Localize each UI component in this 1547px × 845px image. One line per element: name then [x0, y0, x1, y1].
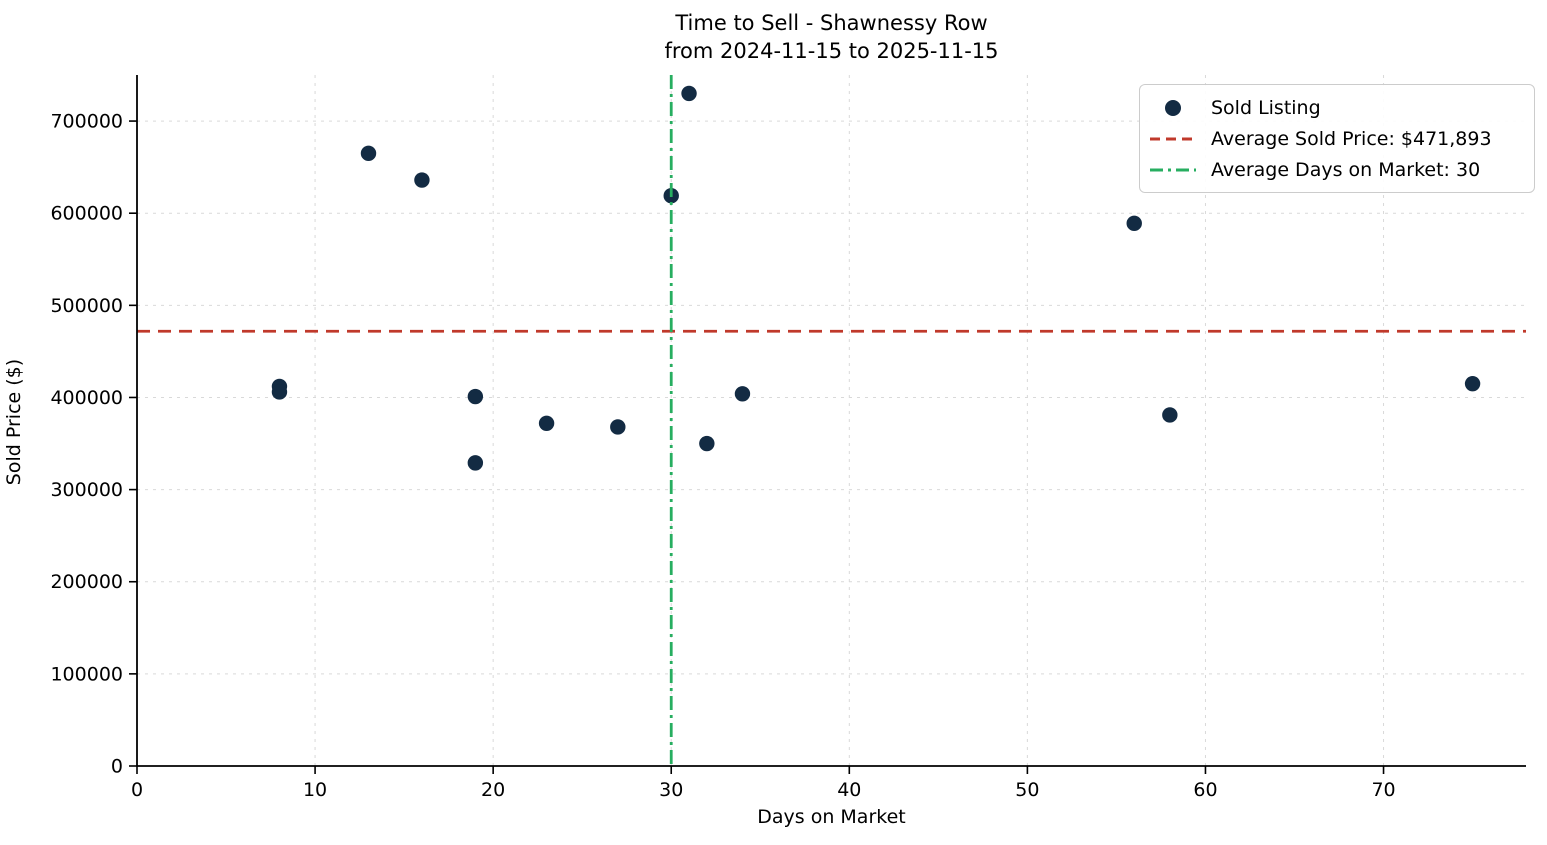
scatter-point [538, 415, 555, 431]
y-tick-label: 100000 [50, 663, 123, 685]
scatter-point [467, 388, 484, 405]
y-tick-label: 700000 [50, 111, 123, 133]
y-tick-label: 500000 [50, 295, 123, 317]
x-tick-label: 30 [659, 779, 683, 801]
dashed-line-icon [1150, 137, 1196, 140]
legend: Sold Listing Average Sold Price: $471,89… [1139, 84, 1535, 193]
scatter-point [1162, 407, 1178, 423]
scatter-point [467, 455, 484, 471]
scatter-point [1464, 375, 1481, 392]
x-tick-label: 60 [1193, 779, 1217, 801]
scatter-point [734, 386, 751, 402]
x-tick-label: 70 [1371, 779, 1395, 801]
scatter-point [610, 419, 626, 435]
scatter-point [699, 435, 715, 452]
x-tick-label: 0 [131, 779, 143, 801]
scatter-point [1126, 215, 1142, 232]
scatter-point [681, 85, 697, 102]
y-tick-label: 300000 [50, 479, 123, 501]
x-tick-label: 10 [303, 779, 327, 801]
scatter-point [360, 145, 377, 162]
legend-label-sold-listing: Sold Listing [1211, 96, 1321, 119]
chart-subtitle: from 2024-11-15 to 2025-11-15 [664, 38, 999, 63]
legend-label-average-days-on-market: Average Days on Market: 30 [1211, 158, 1481, 181]
x-tick-label: 20 [481, 779, 505, 801]
x-tick-label: 50 [1015, 779, 1039, 801]
chart-title: Time to Sell - Shawnessy Row [675, 11, 988, 35]
y-tick-label: 600000 [50, 203, 123, 225]
legend-item-average-sold-price: Average Sold Price: $471,893 [1149, 123, 1524, 154]
x-tick-label: 40 [837, 779, 861, 801]
y-tick-label: 0 [111, 756, 123, 778]
sold-listing-marker-icon [1165, 99, 1181, 116]
scatter-point [271, 384, 288, 400]
chart-title-block: Time to Sell - Shawnessy Row from 2024-1… [137, 10, 1526, 65]
dashdot-line-icon [1150, 168, 1196, 171]
legend-item-average-days-on-market: Average Days on Market: 30 [1149, 154, 1524, 185]
y-axis-label: Sold Price ($) [3, 358, 25, 486]
legend-item-sold-listing: Sold Listing [1149, 92, 1524, 123]
legend-label-average-sold-price: Average Sold Price: $471,893 [1211, 127, 1492, 150]
x-axis-label: Days on Market [757, 806, 906, 828]
y-tick-label: 400000 [50, 387, 123, 409]
scatter-point [414, 172, 430, 188]
y-tick-label: 200000 [50, 571, 123, 593]
